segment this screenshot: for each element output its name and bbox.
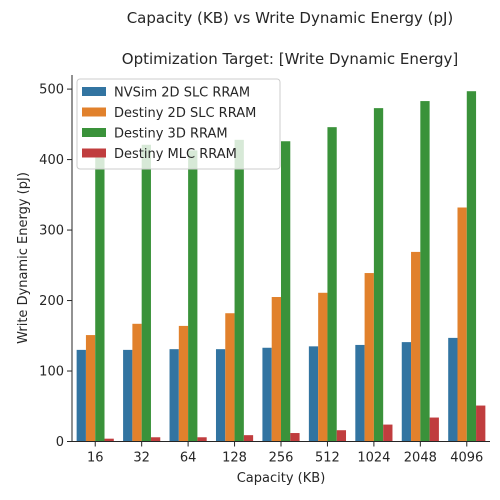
y-tick-label: 300 — [39, 224, 64, 239]
legend-label-2: Destiny 3D RRAM — [114, 127, 228, 142]
y-axis-label: Write Dynamic Energy (pJ) — [16, 172, 31, 344]
legend-swatch-3 — [82, 148, 106, 158]
bar-0-2048 — [401, 342, 412, 442]
bar-0-512 — [308, 346, 319, 442]
bar-3-64 — [197, 437, 207, 442]
bar-0-128 — [215, 349, 226, 442]
bar-1-1024 — [364, 273, 374, 442]
bar-0-64 — [169, 349, 179, 442]
x-tick-label: 256 — [269, 451, 294, 466]
x-tick-label: 128 — [222, 451, 247, 466]
bar-2-64 — [188, 150, 198, 442]
bar-3-16 — [104, 438, 114, 442]
y-tick-label: 100 — [39, 365, 64, 380]
bar-2-4096 — [466, 91, 477, 442]
legend-label-1: Destiny 2D SLC RRAM — [114, 106, 256, 121]
bar-1-64 — [178, 325, 189, 442]
x-tick-label: 1024 — [357, 451, 390, 466]
y-tick-label: 400 — [39, 153, 64, 168]
x-ticks: 16 32 64 128 256 512 1024 2048 4096 — [87, 441, 483, 466]
bar-2-2048 — [420, 101, 430, 442]
y-tick-label: 500 — [39, 83, 64, 98]
x-tick-label: 64 — [180, 451, 197, 466]
chart-title: Capacity (KB) vs Write Dynamic Energy (p… — [126, 9, 454, 27]
bar-0-16 — [76, 349, 86, 442]
legend-swatch-1 — [82, 107, 106, 117]
legend-label-3: Destiny MLC RRAM — [114, 147, 237, 162]
bar-2-1024 — [373, 108, 384, 442]
y-tick-label: 200 — [39, 294, 64, 309]
bar-2-32 — [141, 144, 151, 442]
bar-3-2048 — [429, 417, 439, 442]
bars-group — [76, 91, 486, 442]
bar-2-128 — [234, 139, 244, 442]
bar-0-256 — [262, 347, 272, 442]
bar-3-256 — [290, 433, 300, 442]
bar-1-2048 — [411, 251, 421, 442]
bar-1-16 — [85, 335, 96, 442]
bar-0-1024 — [355, 344, 365, 442]
bar-3-32 — [150, 437, 161, 442]
legend-frame — [76, 78, 281, 170]
bar-1-4096 — [457, 207, 467, 442]
bar-1-32 — [132, 323, 142, 442]
y-ticks: 0 100 200 300 400 500 — [39, 83, 72, 450]
bar-3-1024 — [383, 424, 393, 442]
x-tick-label: 2048 — [404, 451, 437, 466]
legend-swatch-2 — [82, 128, 106, 137]
x-tick-label: 4096 — [450, 451, 483, 466]
bar-3-512 — [336, 430, 347, 442]
x-tick-label: 16 — [87, 451, 104, 466]
bar-2-512 — [327, 127, 337, 442]
x-tick-label: 32 — [133, 451, 150, 466]
bar-2-256 — [281, 141, 291, 442]
legend: NVSim 2D SLC RRAM Destiny 2D SLC RRAM Dest… — [76, 78, 281, 170]
legend-label-0: NVSim 2D SLC RRAM — [114, 86, 250, 101]
y-tick-label: 0 — [56, 435, 64, 450]
bar-3-128 — [243, 435, 254, 442]
legend-swatch-0 — [82, 87, 106, 96]
bar-2-16 — [95, 149, 105, 442]
x-axis-label: Capacity (KB) — [237, 471, 326, 486]
bar-0-4096 — [448, 337, 458, 442]
chart-subtitle: Optimization Target: [Write Dynamic Ener… — [121, 50, 459, 68]
bar-0-32 — [123, 349, 133, 442]
bar-1-512 — [318, 292, 328, 442]
x-tick-label: 512 — [315, 451, 340, 466]
bar-1-256 — [271, 297, 281, 442]
bar-1-128 — [225, 313, 235, 442]
bar-3-4096 — [476, 405, 486, 442]
